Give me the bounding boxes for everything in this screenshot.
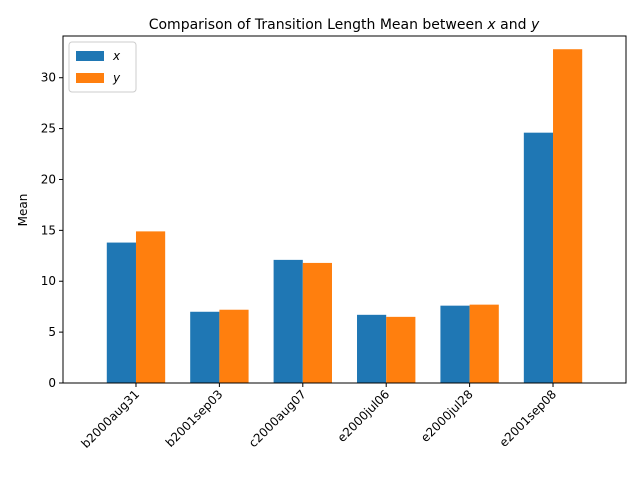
y-tick-label: 5 bbox=[48, 325, 56, 339]
legend: xy bbox=[68, 41, 137, 93]
legend-swatch-y bbox=[76, 73, 104, 83]
y-axis: 0 5 10 15 20 25 30 bbox=[41, 71, 63, 390]
legend-swatch-x bbox=[76, 51, 104, 61]
legend-box bbox=[68, 41, 137, 93]
bar-y-e2000jul28 bbox=[469, 304, 499, 383]
x-tick-label: b2000aug31 bbox=[78, 387, 142, 451]
legend-label-x: x bbox=[112, 49, 121, 63]
bar-x-e2001sep08 bbox=[523, 132, 554, 383]
y-tick-label: 10 bbox=[41, 274, 56, 288]
x-tick-label: e2000jul06 bbox=[335, 387, 393, 445]
y-tick-label: 0 bbox=[48, 376, 56, 390]
y-axis-label: Mean bbox=[16, 194, 30, 227]
y-tick-label: 25 bbox=[41, 122, 56, 136]
x-tick-label: c2000aug07 bbox=[246, 387, 309, 450]
bar-x-c2000aug07 bbox=[273, 259, 303, 383]
chart-title: Comparison of Transition Length Mean bet… bbox=[149, 17, 540, 33]
plot-frame bbox=[62, 35, 627, 384]
x-tick-label: e2001sep08 bbox=[497, 387, 560, 450]
bar-y-c2000aug07 bbox=[302, 262, 332, 383]
bar-x-e2000jul28 bbox=[440, 305, 470, 383]
bar-x-e2000jul06 bbox=[357, 314, 387, 383]
y-tick-label: 30 bbox=[41, 71, 56, 85]
bar-y-e2001sep08 bbox=[553, 49, 583, 384]
bar-x-b2001sep03 bbox=[190, 311, 220, 383]
y-tick-label: 20 bbox=[41, 172, 56, 186]
bar-y-b2001sep03 bbox=[219, 309, 249, 383]
legend-label-y: y bbox=[112, 71, 121, 85]
bars-layer bbox=[106, 49, 583, 384]
x-tick-label: b2001sep03 bbox=[163, 387, 226, 450]
bar-y-e2000jul06 bbox=[386, 316, 416, 383]
x-axis: b2000aug31 b2001sep03 c2000aug07 e2000jul06… bbox=[78, 383, 559, 451]
x-tick-label: e2000jul28 bbox=[418, 387, 476, 445]
bar-y-b2000aug31 bbox=[135, 231, 166, 383]
y-tick-label: 15 bbox=[41, 223, 56, 237]
bar-x-b2000aug31 bbox=[106, 242, 136, 383]
